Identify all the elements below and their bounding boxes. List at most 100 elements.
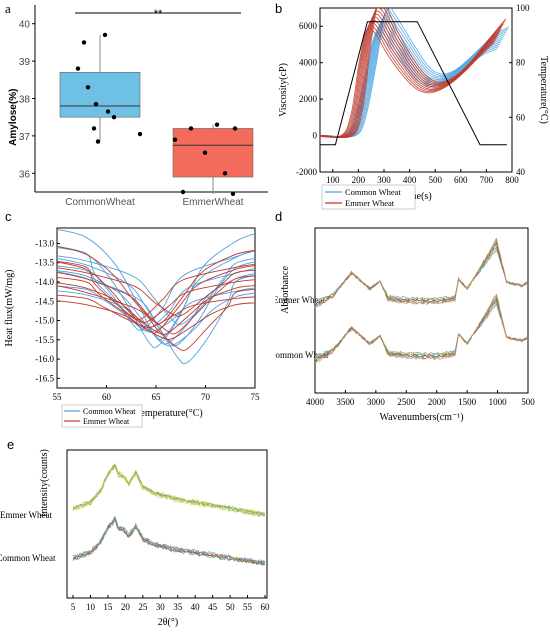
- y-tick-label: 6000: [299, 21, 318, 31]
- y-tick-label: 38: [19, 95, 31, 106]
- panel-b-label: b: [275, 1, 282, 16]
- data-point: [81, 40, 87, 45]
- panel-e-label: e: [7, 438, 14, 452]
- heat-flux-curve-emmer: [57, 294, 255, 328]
- y-tick-label: -14.5: [35, 296, 54, 306]
- x-tick-label: 400: [403, 175, 417, 185]
- x-tick-label: 2000: [428, 397, 447, 407]
- legend-label: Common Wheat: [83, 407, 136, 416]
- y-tick-label: -15.5: [35, 335, 54, 345]
- panel-b-viscosity-chart: b -2000 0 2000 4000 6000 40 60 80 100 100 200 300 400…: [275, 1, 549, 210]
- x-tick-label: 20: [121, 602, 131, 612]
- data-point: [222, 171, 228, 176]
- x-tick-label: 55: [243, 602, 253, 612]
- x-tick-label: 55: [53, 392, 63, 402]
- series-label-common: Common Wheat: [275, 350, 329, 360]
- x-tick-label: 1500: [458, 397, 477, 407]
- x-tick-label: 1000: [489, 397, 508, 407]
- y2-tick-label: 40: [516, 167, 526, 177]
- y-tick-label: 0: [313, 131, 318, 141]
- viscosity-curve-common: [320, 20, 503, 138]
- ftir-spectrum-common: [314, 301, 529, 358]
- plot-frame: [319, 7, 513, 173]
- temperature-profile-line: [320, 21, 507, 146]
- x-tick-label: 3000: [367, 397, 386, 407]
- x-tick-label: 5: [71, 602, 76, 612]
- data-point: [232, 126, 238, 131]
- viscosity-curve-common: [323, 14, 506, 138]
- y-tick-label: 37: [19, 132, 31, 143]
- data-point: [91, 126, 97, 131]
- panel-a-label: a: [5, 1, 11, 16]
- panel-c-label: c: [5, 210, 12, 224]
- panel-e-xrd-chart: e 5 10 15 20 25 30 35 40 45 50 55 60 2θ(°) Intensity(c…: [0, 437, 271, 628]
- data-point: [85, 85, 91, 90]
- viscosity-curve-common: [320, 25, 501, 138]
- data-point: [93, 101, 99, 107]
- panel-c-heat-flux-chart: c -13.0 -13.5 -14.0 -14.5 -15.0 -15.5 -16.0 -16.…: [4, 209, 261, 428]
- plot-frame: [314, 227, 529, 394]
- x-tick-label: 60: [102, 392, 112, 402]
- heat-flux-curve-emmer: [57, 300, 255, 341]
- legend-label: Emmer Wheat: [83, 417, 130, 426]
- y2-tick-label: 60: [516, 112, 526, 122]
- series-label-emmer: Emmer Wheat: [275, 295, 326, 305]
- heat-flux-curve-common: [57, 271, 255, 365]
- x-tick-label: 75: [251, 392, 261, 402]
- x-tick-label: 70: [201, 392, 211, 402]
- ftir-spectrum-emmer: [314, 241, 529, 306]
- y-tick-label: 39: [19, 57, 31, 68]
- viscosity-curve-common: [320, 28, 499, 138]
- heat-flux-curve-emmer: [57, 285, 255, 352]
- x-axis-title: Wavenumbers(cm⁻¹): [379, 412, 463, 423]
- data-point: [102, 32, 108, 38]
- x-tick-label: 65: [152, 392, 162, 402]
- x-tick-label: EmmerWheat: [182, 197, 243, 208]
- x-tick-label: 25: [138, 602, 148, 612]
- x-tick-label: 500: [428, 175, 442, 185]
- ftir-spectrum-emmer: [314, 237, 529, 308]
- box-CommonWheat: [59, 72, 141, 118]
- y-axis-title: Absorbance: [280, 266, 291, 314]
- x-tick-label: 500: [521, 397, 535, 407]
- x-tick-label: 35: [173, 602, 183, 612]
- y-tick-label: -13.5: [35, 258, 54, 268]
- viscosity-curve-emmer: [320, 16, 500, 138]
- y-axis-title: Viscosity(cP): [278, 63, 289, 117]
- heat-flux-curve-emmer: [57, 267, 255, 317]
- x-tick-label: 60: [261, 602, 271, 612]
- x-tick-label: 700: [480, 175, 494, 185]
- data-point: [95, 139, 101, 144]
- ftir-spectrum-common: [314, 302, 529, 358]
- x-tick-label: 300: [377, 175, 391, 185]
- heat-flux-curve-common: [57, 247, 255, 331]
- legend-label: Emmer Wheat: [345, 198, 395, 208]
- x-tick-label: 40: [191, 602, 201, 612]
- ftir-spectrum-emmer: [315, 248, 529, 303]
- y-axis-title: Heat flux(mW/mg): [4, 270, 15, 347]
- viscosity-curve-common: [320, 22, 502, 138]
- y2-tick-label: 100: [516, 3, 530, 13]
- x-tick-label: 30: [156, 602, 166, 612]
- x-tick-label: 100: [326, 175, 340, 185]
- data-point: [75, 66, 81, 71]
- y2-tick-label: 80: [516, 58, 526, 68]
- x-tick-label: 2500: [397, 397, 416, 407]
- heat-flux-curve-emmer: [57, 271, 255, 335]
- data-point: [105, 109, 111, 114]
- data-point: [180, 189, 186, 195]
- x-tick-label: 800: [505, 175, 519, 185]
- heat-flux-curve-common: [57, 290, 255, 347]
- y-tick-label: -13.0: [35, 238, 54, 248]
- ftir-spectrum-common: [314, 299, 529, 359]
- y-tick-label: -2000: [296, 167, 317, 177]
- y-tick-label: -14.0: [35, 277, 54, 287]
- y-tick-label: -16.5: [35, 373, 54, 383]
- xrd-pattern-common: [72, 518, 266, 566]
- heat-flux-curve-common: [57, 258, 255, 347]
- y-tick-label: 40: [19, 20, 31, 31]
- data-point: [214, 122, 220, 127]
- x-tick-label: 200: [352, 175, 366, 185]
- ftir-spectrum-common: [314, 298, 529, 361]
- viscosity-curve-common: [327, 8, 510, 138]
